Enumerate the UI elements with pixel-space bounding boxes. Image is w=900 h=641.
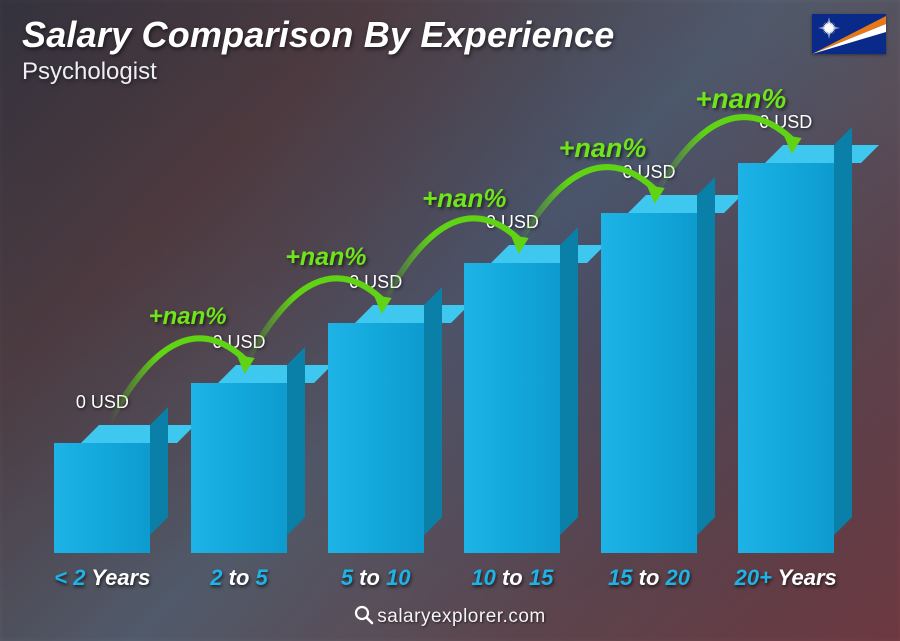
bar-front [738,163,834,553]
bar [601,213,697,553]
bar [738,163,834,553]
footer-text: salaryexplorer.com [377,606,545,627]
bar [54,443,150,553]
delta-label: +nan% [285,243,366,272]
flag-marshall-islands [812,14,886,54]
bar-side [697,177,715,535]
chart-stage: Salary Comparison By Experience Psycholo… [0,0,900,641]
x-category: < 2 Years [34,565,171,591]
x-category: 2 to 5 [171,565,308,591]
chart-title: Salary Comparison By Experience [22,14,614,56]
plot-area: 0 USD0 USD0 USD0 USD0 USD0 USD+nan%+nan%… [34,110,854,553]
bar-front [601,213,697,553]
x-category: 15 to 20 [581,565,718,591]
delta-label: +nan% [149,303,227,331]
bar-side [560,227,578,535]
delta-label: +nan% [695,83,786,115]
delta-label: +nan% [559,133,647,164]
flag-svg [812,14,886,54]
x-category: 20+ Years [717,565,854,591]
footer: salaryexplorer.com [0,605,900,631]
x-axis: < 2 Years2 to 55 to 1010 to 1515 to 2020… [34,565,854,591]
x-category: 5 to 10 [307,565,444,591]
bar-side [834,127,852,535]
delta-label: +nan% [422,183,507,214]
bar-front [54,443,150,553]
x-category: 10 to 15 [444,565,581,591]
logo-icon [354,605,374,631]
chart-subtitle: Psychologist [22,58,157,86]
bar-side [424,287,442,535]
